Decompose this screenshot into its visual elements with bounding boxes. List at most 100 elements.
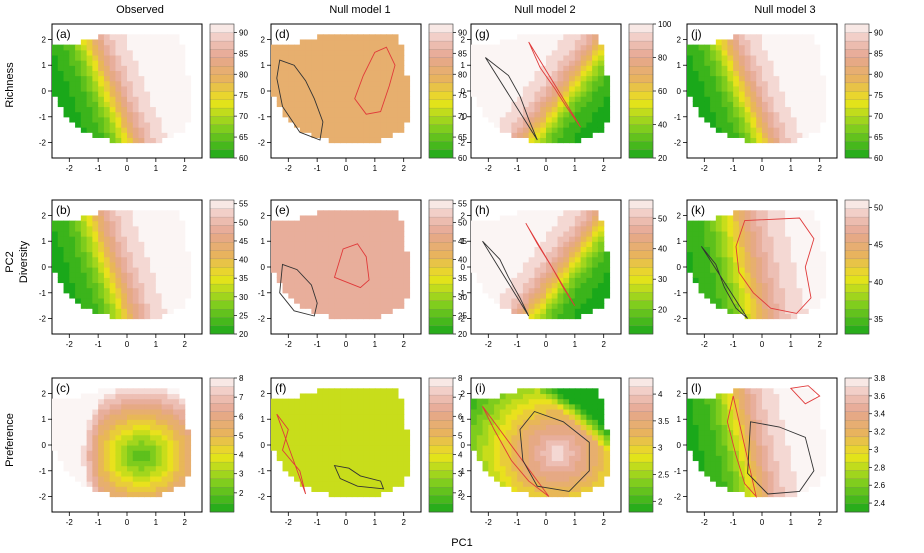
heatmap-cell — [86, 65, 93, 71]
heatmap-cell — [802, 225, 809, 232]
heatmap-cell — [813, 236, 821, 242]
heatmap-cell — [144, 424, 151, 431]
heatmap-cell — [808, 116, 815, 123]
heatmap-cell — [750, 80, 757, 87]
heatmap-cell — [121, 39, 128, 46]
heatmap-cell — [374, 460, 382, 467]
heatmap-cell — [357, 470, 364, 477]
heatmap-cell — [727, 277, 734, 284]
heatmap-cell — [127, 127, 134, 133]
heatmap-cell — [144, 465, 151, 472]
heatmap-cell — [482, 460, 489, 467]
heatmap-cell — [796, 96, 803, 102]
heatmap-cell — [785, 34, 792, 41]
heatmap-cell — [138, 246, 145, 253]
heatmap-cell — [334, 34, 341, 41]
heatmap-cell — [121, 137, 128, 144]
heatmap-cell — [121, 455, 128, 462]
heatmap-cell — [103, 470, 111, 477]
heatmap-cell — [386, 101, 393, 108]
heatmap-cell — [150, 393, 157, 400]
heatmap-cell — [767, 230, 775, 237]
heatmap-cell — [762, 132, 769, 138]
heatmap-cell — [392, 251, 399, 258]
heatmap-cell — [563, 39, 570, 46]
heatmap-cell — [282, 267, 289, 273]
heatmap-cell — [603, 277, 611, 284]
heatmap-cell — [340, 460, 347, 467]
heatmap-cell — [167, 60, 174, 66]
heatmap-cell — [322, 91, 330, 97]
heatmap-cell — [334, 292, 341, 299]
colorbar-tick-label: 65 — [239, 133, 248, 142]
colorbar-tick-label: 80 — [458, 70, 467, 79]
heatmap-cell — [528, 225, 536, 232]
colorbar-band — [428, 40, 454, 50]
heatmap-cell — [476, 49, 484, 56]
heatmap-cell — [756, 282, 763, 289]
heatmap-cell — [69, 91, 76, 97]
colorbar-tick-label: 85 — [458, 49, 467, 58]
heatmap-cell — [161, 85, 168, 92]
heatmap-cell — [109, 220, 117, 227]
heatmap-cell — [733, 292, 740, 299]
heatmap-cell — [750, 297, 757, 304]
heatmap-cell — [551, 308, 559, 314]
heatmap-cell — [63, 75, 70, 82]
heatmap-cell — [57, 398, 65, 405]
heatmap-cell — [271, 65, 278, 71]
heatmap-cell — [351, 429, 359, 436]
heatmap-cell — [155, 408, 163, 415]
heatmap-cell — [494, 220, 501, 227]
heatmap-cell — [488, 287, 495, 294]
y-tick-label: -2 — [674, 139, 682, 148]
heatmap-cell — [109, 491, 117, 498]
heatmap-cell — [288, 465, 295, 472]
heatmap-cell — [121, 230, 128, 237]
heatmap-cell — [551, 246, 559, 253]
colorbar-band — [209, 453, 235, 463]
heatmap-cell — [271, 44, 278, 51]
colorbar-band — [844, 199, 870, 209]
heatmap-cell — [403, 429, 411, 436]
heatmap-cell — [574, 292, 582, 299]
heatmap-cell — [276, 445, 284, 451]
heatmap-cell — [305, 121, 312, 128]
heatmap-cell — [69, 44, 76, 51]
heatmap-cell — [311, 116, 318, 123]
heatmap-cell — [796, 251, 803, 258]
heatmap-cell — [63, 230, 70, 237]
heatmap-cell — [773, 54, 780, 61]
heatmap-cell — [340, 393, 347, 400]
heatmap-cell — [386, 256, 393, 263]
heatmap-cell — [580, 85, 587, 92]
y-tick-label: 2 — [677, 211, 682, 220]
heatmap-cell — [178, 424, 186, 431]
heatmap-cell — [586, 251, 593, 258]
heatmap-cell — [597, 267, 605, 273]
heatmap-cell — [328, 267, 336, 273]
colorbar-band — [209, 266, 235, 276]
heatmap-cell — [517, 267, 524, 273]
heatmap-cell — [328, 65, 336, 71]
heatmap-cell — [380, 475, 387, 482]
heatmap-cell — [540, 256, 547, 263]
colorbar-band — [209, 292, 235, 301]
heatmap-cell — [785, 220, 792, 227]
heatmap-cell — [762, 80, 769, 87]
heatmap-cell — [322, 49, 330, 56]
heatmap-cell — [756, 54, 763, 61]
heatmap-cell — [317, 408, 324, 415]
heatmap-cell — [299, 75, 307, 82]
heatmap-cell — [597, 277, 605, 284]
heatmap-cell — [363, 70, 370, 77]
heatmap-cell — [340, 445, 347, 451]
heatmap-cell — [528, 132, 536, 138]
heatmap-cell — [127, 282, 134, 289]
heatmap-cell — [569, 261, 576, 268]
heatmap-cell — [69, 455, 76, 462]
heatmap-cell — [328, 54, 336, 61]
heatmap-cell — [132, 65, 140, 71]
colorbar-frame — [428, 23, 454, 159]
x-tick-label: -2 — [285, 340, 293, 349]
